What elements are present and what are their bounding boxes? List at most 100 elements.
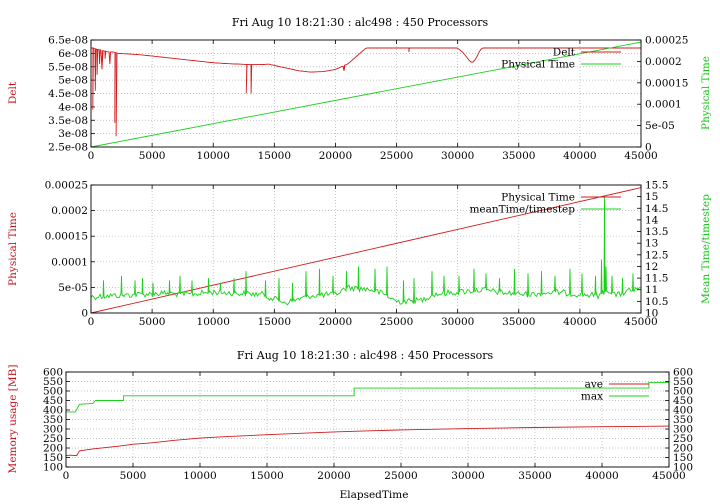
x-tick-label: 10000 [197,150,230,162]
legend-label: Delt [553,47,576,59]
plot-area-2: 0 5000 10000 15000 20000 25000 30000 35000 40000… [45,180,669,329]
panel-1-y2label: Physical Time [700,56,712,130]
y2-tick-label: 500 [673,386,693,398]
y2-tick-label: 200 [673,443,693,455]
y2-tick-label: 10 [645,308,658,320]
y-tick-label: 0.0001 [51,256,88,268]
y-tick-label: 3.5e-08 [48,115,88,127]
x-tick-label: 20000 [319,150,352,162]
series-line-physical-time [90,41,642,148]
panel-2-ylabel: Physical Time [7,212,19,286]
x-tick-label: 40000 [585,470,618,482]
plot-frame [90,184,642,314]
y-tick-label: 3e-08 [58,128,88,140]
y2-tick-label: 15 [645,191,658,203]
y2-tick-label: 10.5 [645,296,668,308]
y-tick-label: 0.00015 [45,231,88,243]
y2-tick-label: 15.5 [645,180,668,192]
legend-label: meanTime/timestep [469,204,575,216]
x-tick-label: 20000 [319,316,352,328]
y2-tick-label: 350 [673,414,693,426]
y2-tick-label: 12 [645,261,658,273]
panel-1-ylabel: Delt [7,81,19,104]
x-tick-label: 0 [63,470,70,482]
y2-tick-label: 0.00015 [645,77,688,89]
y-tick-label: 4.5e-08 [48,88,88,100]
y-tick-label: 600 [43,367,63,379]
y2-tick-label: 450 [673,395,693,407]
y-tick-label: 4e-08 [58,101,88,113]
y2-tick-label: 14.5 [645,203,668,215]
x-tick-label: 20000 [317,470,350,482]
panel-1: Fri Aug 10 18:21:30 : alc498 : 450 Proce… [7,16,712,130]
y-tick-label: 0.00025 [45,180,88,192]
x-tick-label: 40000 [563,150,596,162]
series-line-ave [65,425,670,457]
plot-frame [90,39,642,148]
panel-2-y2label: Mean Time/timestep [700,194,712,304]
y-tick-label: 5.5e-08 [48,61,88,73]
y2-tick-label: 550 [673,376,693,388]
legend-label: Physical Time [501,59,575,71]
y-tick-label: 6e-08 [58,48,88,60]
y2-tick-label: 11.5 [645,273,668,285]
x-tick-label: 45000 [624,150,657,162]
y-tick-label: 400 [43,405,63,417]
panel-3-title: Fri Aug 10 18:21:30 : alc498 : 450 Proce… [237,349,494,362]
x-tick-label: 40000 [563,316,596,328]
y2-tick-label: 0 [645,142,652,154]
x-tick-label: 35000 [502,316,535,328]
y2-tick-label: 5e-05 [645,120,675,132]
panel-2: Physical Time Mean Time/timestep [7,194,712,304]
x-tick-label: 15000 [250,470,283,482]
y-tick-label: 450 [43,395,63,407]
y2-tick-label: 14 [645,214,659,226]
y-tick-label: 150 [43,452,63,464]
y-tick-label: 100 [43,462,63,474]
panel-3-xlabel: ElapsedTime [340,489,409,501]
x-tick-label: 35000 [518,470,551,482]
y2-tick-label: 150 [673,452,693,464]
x-tick-label: 45000 [624,316,657,328]
y-tick-label: 6.5e-08 [48,35,88,47]
y2-tick-label: 0.0002 [645,56,682,68]
y-tick-label: 0 [81,308,88,320]
y2-tick-label: 600 [673,367,693,379]
x-tick-label: 5000 [139,316,166,328]
y2-tick-label: 400 [673,405,693,417]
y2-tick-label: 13 [645,238,658,250]
y2-tick-label: 0.00025 [645,35,688,47]
y-tick-label: 250 [43,433,63,445]
y-tick-label: 300 [43,424,63,436]
x-tick-label: 35000 [502,150,535,162]
legend-label: max [581,391,603,403]
y2-tick-label: 300 [673,424,693,436]
x-tick-label: 30000 [441,150,474,162]
plot-area-1: 0 5000 10000 15000 20000 25000 30000 35000 40000… [48,35,688,163]
y-tick-label: 200 [43,443,63,455]
panel-1-title: Fri Aug 10 18:21:30 : alc498 : 450 Proce… [232,16,489,29]
panel-3-ylabel: Memory usage [MB] [7,365,19,474]
x-tick-label: 5000 [139,150,166,162]
plot-frame [65,371,670,468]
y-tick-label: 5e-08 [58,75,88,87]
x-tick-label: 0 [88,150,95,162]
x-tick-label: 15000 [258,316,291,328]
y2-tick-label: 12.5 [645,249,668,261]
series-line-delt [91,47,641,137]
y2-tick-label: 11 [645,284,658,296]
y-tick-label: 500 [43,386,63,398]
y2-tick-label: 13.5 [645,226,668,238]
x-tick-label: 25000 [380,150,413,162]
y-tick-label: 0.0002 [51,205,88,217]
x-tick-label: 15000 [258,150,291,162]
x-tick-label: 25000 [380,316,413,328]
legend-label: ave [585,379,603,391]
y2-tick-label: 0.0001 [645,99,682,111]
y-tick-label: 5e-05 [58,282,88,294]
x-tick-label: 25000 [384,470,417,482]
y-tick-label: 350 [43,414,63,426]
x-tick-label: 10000 [197,316,230,328]
